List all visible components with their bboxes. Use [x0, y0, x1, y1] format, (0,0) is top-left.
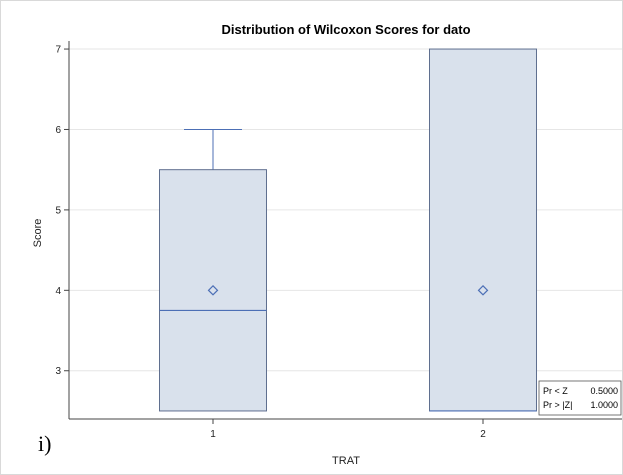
- axis-layer: 3 4 5 6 7 1 2: [55, 41, 622, 440]
- box: [159, 169, 267, 412]
- y-tick-label: 6: [55, 125, 61, 136]
- y-tick-label: 5: [55, 205, 61, 216]
- box-layer: [159, 48, 537, 412]
- box-group-1: [159, 128, 267, 412]
- inset-label: Pr < Z: [543, 386, 568, 396]
- y-axis-label: Score: [32, 219, 44, 248]
- grid-layer: [69, 48, 622, 372]
- box: [429, 48, 537, 412]
- y-tick-label: 7: [55, 45, 61, 56]
- inset-box: [538, 380, 622, 416]
- chart-title: Distribution of Wilcoxon Scores for dato: [221, 22, 470, 37]
- mean-marker: [477, 284, 489, 296]
- inset-value: 1.0000: [590, 400, 618, 410]
- y-tick-label: 3: [55, 366, 61, 377]
- stats-inset: Pr < Z 0.5000 Pr > |Z| 1.0000: [538, 380, 622, 416]
- panel-label: i): [38, 431, 52, 456]
- x-tick-label: 2: [480, 429, 486, 440]
- mean-marker: [207, 284, 219, 296]
- y-tick-label: 4: [55, 286, 61, 297]
- x-axis-label: TRAT: [332, 455, 360, 467]
- inset-label: Pr > |Z|: [543, 400, 572, 410]
- inset-value: 0.5000: [590, 386, 618, 396]
- box-group-2: [429, 48, 537, 412]
- x-tick-label: 1: [210, 429, 216, 440]
